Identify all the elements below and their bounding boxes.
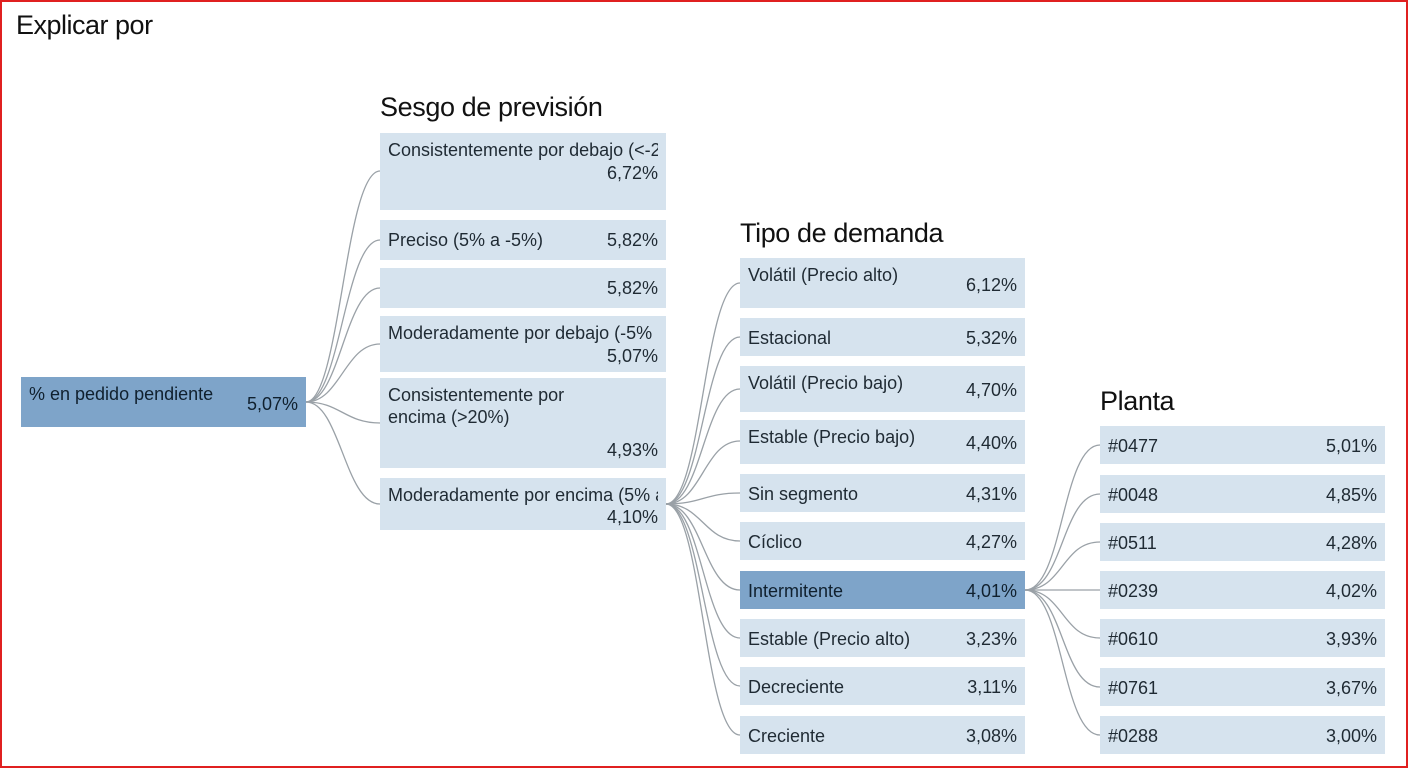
link-l1-l2-4 [665,492,741,505]
link-l1-l2-7 [665,503,741,639]
l2-node-0[interactable]: Volátil (Precio alto) 6,12% [740,258,1025,308]
l3-node-5[interactable]: #0761 3,67% [1100,668,1385,706]
node-label: #0511 [1108,533,1157,553]
node-label: #0761 [1108,678,1159,698]
level3-header: Planta [1100,386,1175,416]
visual-title: Explicar por [16,10,153,40]
link-root-l1-2 [305,287,381,403]
level1-header: Sesgo de previsión [380,92,603,122]
l3-node-3[interactable]: #0239 4,02% [1100,571,1385,609]
link-l2-l3-2 [1024,541,1101,591]
node-value: 4,40% [965,433,1017,453]
node-label: Sin segmento [748,484,859,504]
node-value: 3,67% [1325,678,1377,698]
node-label: #0048 [1108,485,1159,505]
node-value: 3,23% [965,629,1017,649]
root-node[interactable]: % en pedido pendiente 5,07% [21,377,306,427]
node-label: #0288 [1108,726,1159,746]
node-label: #0477 [1108,436,1159,456]
link-root-l1-3 [305,343,381,403]
l2-node-1[interactable]: Estacional 5,32% [740,318,1025,356]
node-value: 4,01% [965,581,1017,601]
node-label: Moderadamente por debajo (-5% ... [388,323,658,343]
node-value: 3,00% [1325,726,1377,746]
node-value: 5,82% [606,278,658,298]
node-value: 3,11% [967,677,1017,697]
node-value: 5,01% [1325,436,1377,456]
link-l2-l3-4 [1024,589,1101,639]
l3-node-0[interactable]: #0477 5,01% [1100,426,1385,464]
node-label: Consistentemente por encima (>20%) [388,385,565,427]
l1-node-1[interactable]: Preciso (5% a -5%) 5,82% [380,220,666,260]
link-l1-l2-5 [665,503,741,542]
l2-node-9[interactable]: Creciente 3,08% [740,716,1025,754]
node-value: 5,07% [606,346,658,366]
node-value: 6,72% [606,163,658,183]
l1-node-3[interactable]: Moderadamente por debajo (-5% ... 5,07% [380,316,666,372]
node-label: Moderadamente por encima (5% a... [388,485,658,505]
node-label: Cíclico [748,532,803,552]
node-label: Intermitente [748,581,844,601]
link-l1-l2-8 [665,503,741,687]
node-label: Creciente [748,726,826,746]
node-label: #0239 [1108,581,1159,601]
node-value: 4,85% [1325,485,1377,505]
node-label: Volátil (Precio bajo) [748,373,904,393]
link-l1-l2-2 [665,388,741,505]
l3-node-4[interactable]: #0610 3,93% [1100,619,1385,657]
node-value: 5,32% [965,328,1017,348]
l3-node-2[interactable]: #0511 4,28% [1100,523,1385,561]
level2-header: Tipo de demanda [740,218,944,248]
link-l2-l3-5 [1024,589,1101,688]
node-value: 4,70% [965,380,1017,400]
link-l1-l2-9 [665,503,741,736]
node-value: 4,10% [606,507,658,527]
node-label: Preciso (5% a -5%) [388,230,544,250]
link-root-l1-0 [305,170,381,403]
node-value: 3,93% [1325,629,1377,649]
l1-node-0[interactable]: Consistentemente por debajo (<-2... 6,72… [380,133,666,210]
link-root-l1-1 [305,239,381,403]
node-label: Estable (Precio alto) [748,629,911,649]
node-value: 6,12% [965,275,1017,295]
node-label: Estable (Precio bajo) [748,427,916,447]
link-l1-l2-3 [665,440,741,505]
l2-node-5[interactable]: Cíclico 4,27% [740,522,1025,560]
l2-node-3[interactable]: Estable (Precio bajo) 4,40% [740,420,1025,464]
node-value: 3,08% [965,726,1017,746]
link-l1-l2-1 [665,336,741,505]
node-label: Decreciente [748,677,845,697]
l1-node-2[interactable]: 5,82% [380,268,666,308]
link-l2-l3-6 [1024,589,1101,736]
node-label: Consistentemente por debajo (<-2... [388,140,658,160]
l1-node-4[interactable]: Consistentemente por encima (>20%) 4,93% [380,378,666,468]
root-label: % en pedido pendiente [29,384,214,404]
node-value: 4,93% [606,440,658,460]
l2-node-4[interactable]: Sin segmento 4,31% [740,474,1025,512]
link-root-l1-4 [305,401,381,424]
link-root-l1-5 [305,401,381,505]
link-l2-l3-1 [1024,493,1101,591]
l2-node-6-selected[interactable]: Intermitente 4,01% [740,571,1025,609]
l3-node-6[interactable]: #0288 3,00% [1100,716,1385,754]
link-l2-l3-0 [1024,444,1101,591]
l2-node-8[interactable]: Decreciente 3,11% [740,667,1025,705]
node-value: 4,31% [965,484,1017,504]
node-label: Volátil (Precio alto) [748,265,899,285]
l3-node-1[interactable]: #0048 4,85% [1100,475,1385,513]
node-value: 4,27% [965,532,1017,552]
l2-node-7[interactable]: Estable (Precio alto) 3,23% [740,619,1025,657]
link-l1-l2-6 [665,503,741,591]
node-label: Estacional [748,328,832,348]
link-l1-l2-0 [665,282,741,505]
node-label: #0610 [1108,629,1159,649]
l1-node-5[interactable]: Moderadamente por encima (5% a... 4,10% [380,478,666,530]
node-value: 4,28% [1325,533,1377,553]
node-value: 5,82% [606,230,658,250]
node-value: 4,02% [1325,581,1377,601]
root-value: 5,07% [246,394,298,414]
l2-node-2[interactable]: Volátil (Precio bajo) 4,70% [740,366,1025,412]
